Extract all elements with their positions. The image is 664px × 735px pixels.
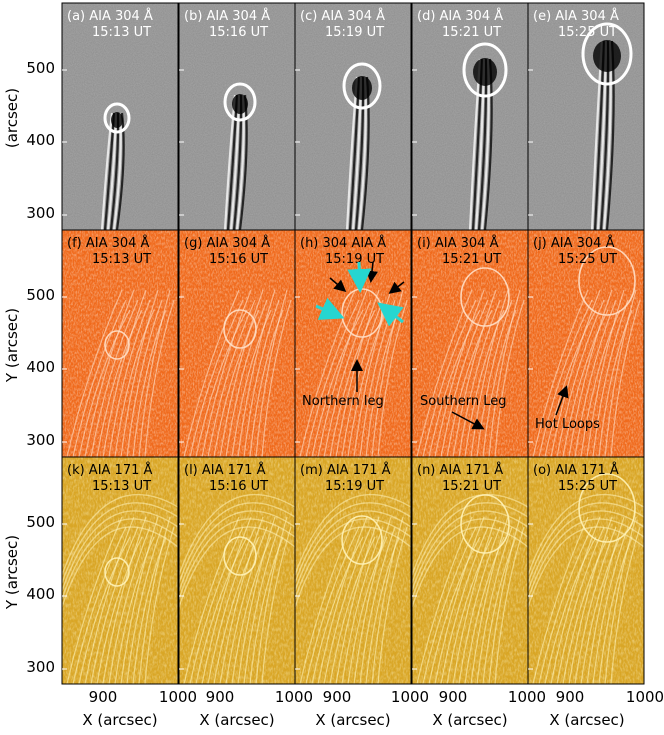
panel-title: (n) AIA 171 Å: [417, 462, 503, 478]
xtick-900-4: 900: [439, 688, 468, 706]
panel-time: 15:19 UT: [325, 252, 384, 267]
panel-j: (j) AIA 304 Å15:25 UT: [527, 229, 645, 458]
panel-time: 15:13 UT: [92, 479, 151, 494]
row-f-ytick-500: 500: [26, 286, 55, 304]
black-arrow-2: [366, 261, 378, 283]
row-k-ytick-500: 500: [26, 513, 55, 531]
xtick-900-3: 900: [323, 688, 352, 706]
panel-time: 15:21 UT: [442, 252, 501, 267]
hot-loops-label: Hot Loops: [535, 417, 600, 432]
panel-time: 15:25 UT: [558, 25, 617, 40]
panel-time: 15:16 UT: [209, 25, 268, 40]
panel-title: (k) AIA 171 Å: [67, 462, 153, 478]
row-a-ytick-300: 300: [26, 204, 55, 222]
panel-b: (b) AIA 304 Å15:16 UT: [178, 2, 296, 231]
northern-leg-label: Northern leg: [302, 394, 384, 409]
panel-texture: [412, 457, 528, 684]
xtick-1000-2: 1000: [275, 688, 313, 706]
panel-texture: [528, 457, 644, 684]
xtick-1000-4: 1000: [508, 688, 546, 706]
xlabel-3: X (arcsec): [315, 711, 390, 729]
panel-title: (m) AIA 171 Å: [300, 462, 391, 478]
row-f-ytick-400: 400: [26, 358, 55, 376]
row-a-ylabel: (arcsec): [3, 88, 21, 148]
black-arrow-1: [329, 277, 347, 292]
cyan-arrow-2: [315, 297, 345, 320]
panel-h: (h) 304 AIA Å15:19 UT: [294, 229, 412, 458]
panel-texture: [412, 230, 528, 457]
panel-m: (m) AIA 171 Å15:19 UT: [294, 456, 412, 685]
xtick-1000-3: 1000: [391, 688, 429, 706]
panel-e: (e) AIA 304 Å15:25 UT: [527, 2, 645, 231]
xtick-900-2: 900: [206, 688, 235, 706]
panel-time: 15:13 UT: [92, 25, 151, 40]
xtick-1000-1: 1000: [159, 688, 197, 706]
row-f-ylabel: Y (arcsec): [3, 308, 21, 383]
cyan-arrow-1: [347, 261, 372, 293]
panel-title: (j) AIA 304 Å: [533, 235, 615, 251]
panel-title: (d) AIA 304 Å: [417, 8, 503, 24]
southern-leg-arrow: [451, 411, 485, 430]
panel-time: 15:19 UT: [325, 25, 384, 40]
panel-i: (i) AIA 304 Å15:21 UT: [411, 229, 529, 458]
panel-time: 15:25 UT: [558, 479, 617, 494]
panel-a: (a) AIA 304 Å15:13 UT: [61, 2, 179, 231]
panel-title: (c) AIA 304 Å: [300, 8, 385, 24]
xlabel-1: X (arcsec): [82, 711, 157, 729]
xlabel-2: X (arcsec): [199, 711, 274, 729]
row-k-ytick-400: 400: [26, 585, 55, 603]
panel-title: (g) AIA 304 Å: [184, 235, 270, 251]
row-a-ytick-400: 400: [26, 131, 55, 149]
panel-title: (h) 304 AIA Å: [300, 235, 386, 251]
panel-f: (f) AIA 304 Å15:13 UT: [61, 229, 179, 458]
panel-k: (k) AIA 171 Å15:13 UT: [61, 456, 179, 685]
panel-title: (e) AIA 304 Å: [533, 8, 619, 24]
xlabel-4: X (arcsec): [432, 711, 507, 729]
panel-title: (b) AIA 304 Å: [184, 8, 270, 24]
cyan-arrow-3: [377, 302, 404, 327]
panel-time: 15:19 UT: [325, 479, 384, 494]
panel-title: (a) AIA 304 Å: [67, 8, 153, 24]
hot-loops-arrow: [555, 385, 569, 416]
xlabel-5: X (arcsec): [549, 711, 624, 729]
panel-time: 15:16 UT: [209, 252, 268, 267]
panel-n: (n) AIA 171 Å15:21 UT: [411, 456, 529, 685]
panel-l: (l) AIA 171 Å15:16 UT: [178, 456, 296, 685]
black-arrow-3: [388, 281, 405, 294]
panel-texture: [295, 230, 411, 457]
panel-g: (g) AIA 304 Å15:16 UT: [178, 229, 296, 458]
row-k-ylabel: Y (arcsec): [3, 535, 21, 610]
panel-texture: [62, 457, 178, 684]
panel-time: 15:21 UT: [442, 479, 501, 494]
panel-texture: [62, 230, 178, 457]
panel-c: (c) AIA 304 Å15:19 UT: [294, 2, 412, 231]
panel-title: (f) AIA 304 Å: [67, 235, 150, 251]
xtick-900-5: 900: [556, 688, 585, 706]
panel-d: (d) AIA 304 Å15:21 UT: [411, 2, 529, 231]
row-k-ytick-300: 300: [26, 658, 55, 676]
panel-title: (i) AIA 304 Å: [417, 235, 499, 251]
panel-texture: [295, 457, 411, 684]
xtick-900-1: 900: [89, 688, 118, 706]
row-a-ytick-500: 500: [26, 59, 55, 77]
southern-leg-label: Southern Leg: [420, 394, 507, 409]
panel-title: (o) AIA 171 Å: [533, 462, 619, 478]
row-f-ytick-300: 300: [26, 431, 55, 449]
panel-texture: [179, 230, 295, 457]
panel-title: (l) AIA 171 Å: [184, 462, 266, 478]
panel-time: 15:13 UT: [92, 252, 151, 267]
xtick-1000-5: 1000: [626, 688, 664, 706]
panel-time: 15:21 UT: [442, 25, 501, 40]
panel-texture: [528, 230, 644, 457]
panel-time: 15:16 UT: [209, 479, 268, 494]
panel-o: (o) AIA 171 Å15:25 UT: [527, 456, 645, 685]
panel-time: 15:25 UT: [558, 252, 617, 267]
panel-texture: [412, 3, 528, 230]
panel-texture: [179, 457, 295, 684]
